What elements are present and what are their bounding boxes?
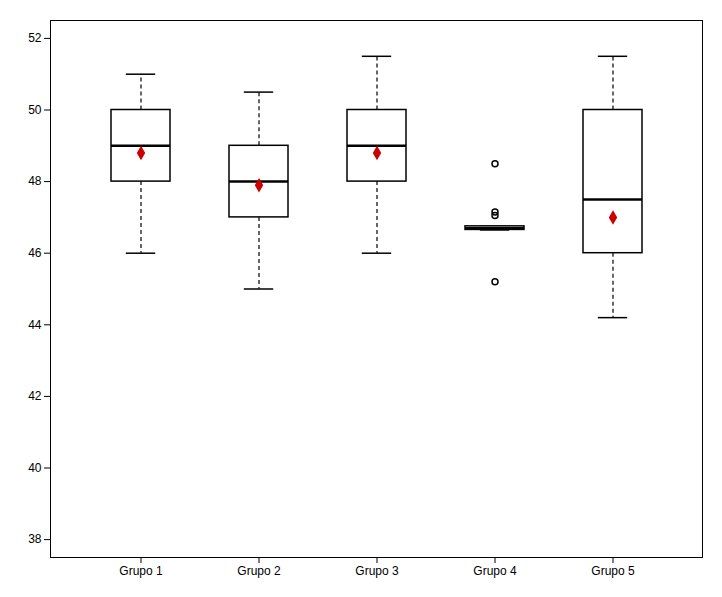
svg-text:Grupo 4: Grupo 4 (473, 564, 517, 578)
svg-text:40: 40 (28, 461, 42, 475)
svg-text:38: 38 (28, 532, 42, 546)
svg-text:Grupo 2: Grupo 2 (237, 564, 281, 578)
svg-text:48: 48 (28, 174, 42, 188)
svg-text:Grupo 3: Grupo 3 (355, 564, 399, 578)
svg-text:44: 44 (28, 318, 42, 332)
svg-text:46: 46 (28, 246, 42, 260)
svg-text:Grupo 1: Grupo 1 (119, 564, 163, 578)
svg-text:50: 50 (28, 103, 42, 117)
svg-text:52: 52 (28, 31, 42, 45)
svg-text:42: 42 (28, 389, 42, 403)
svg-text:Grupo 5: Grupo 5 (591, 564, 635, 578)
